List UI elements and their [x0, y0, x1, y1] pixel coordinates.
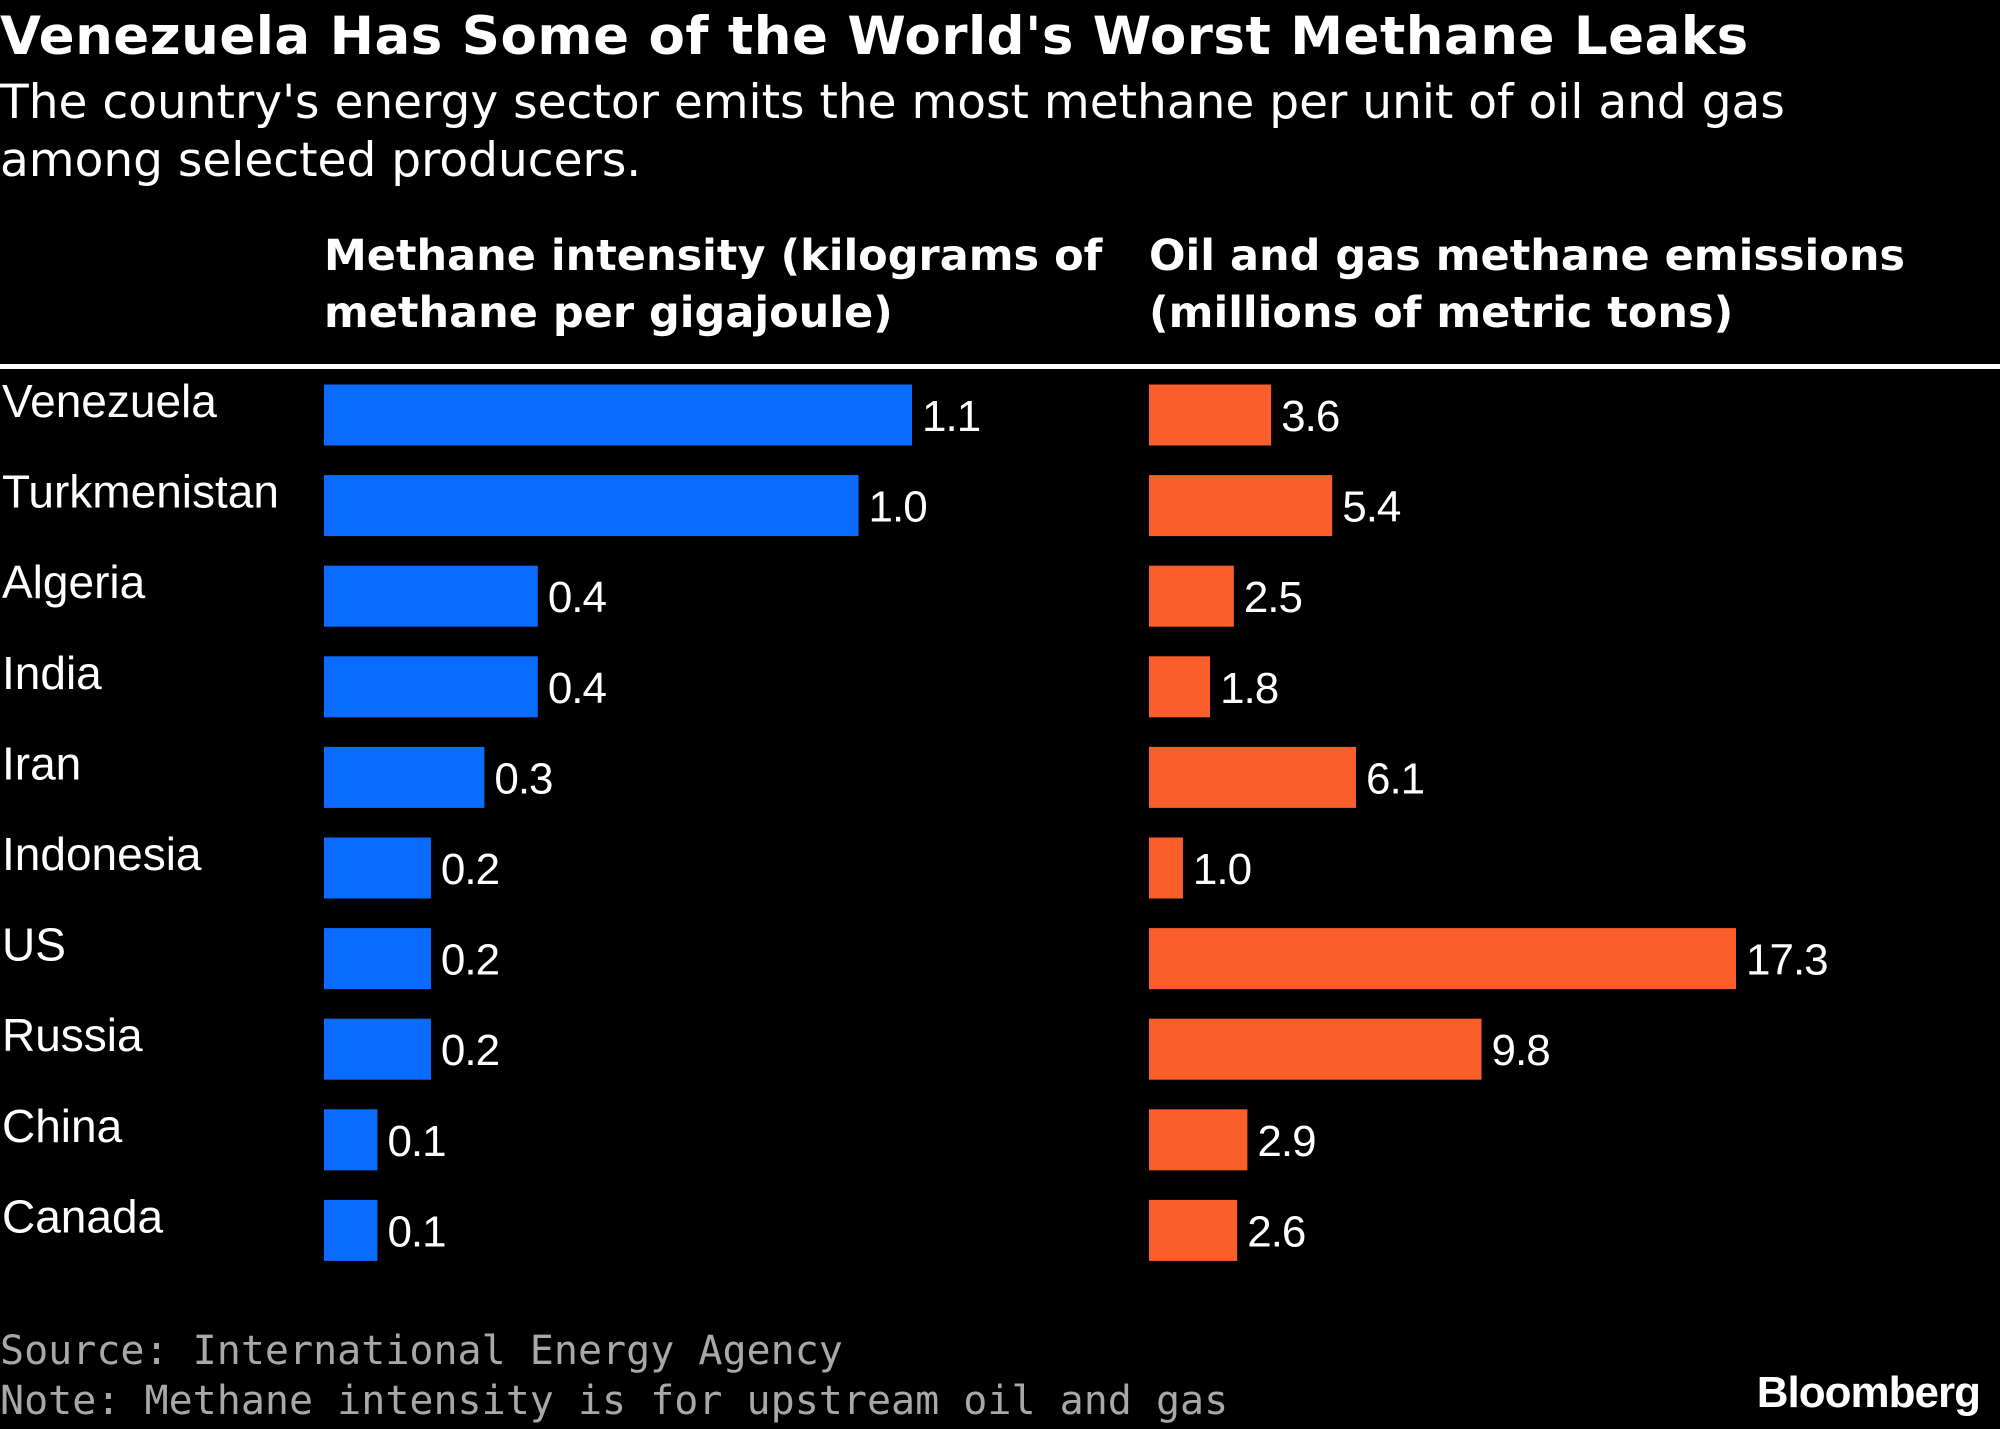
- value-label: 0.1: [387, 1117, 445, 1166]
- category-label: Venezuela: [2, 375, 217, 427]
- bar: [324, 746, 485, 808]
- value-label: 5.4: [1342, 483, 1401, 532]
- bar: [1149, 1018, 1482, 1080]
- category-label: US: [2, 919, 66, 971]
- panel-header-line: (millions of metric tons): [1149, 288, 1734, 338]
- panel-header-intensity: Methane intensity (kilograms of methane …: [324, 228, 1102, 342]
- bar: [1149, 837, 1183, 899]
- category-label: Iran: [2, 737, 81, 789]
- bar: [324, 928, 431, 990]
- category-label: China: [2, 1100, 123, 1152]
- value-label: 0.1: [387, 1207, 445, 1256]
- value-label: 6.1: [1366, 754, 1424, 803]
- value-label: 0.4: [548, 573, 607, 622]
- bar: [1149, 746, 1356, 808]
- source-note: Source: International Energy Agency: [0, 1328, 843, 1374]
- value-label: 0.3: [494, 754, 552, 803]
- chart-title: Venezuela Has Some of the World's Worst …: [0, 6, 1749, 67]
- footnote: Note: Methane intensity is for upstream …: [0, 1378, 1229, 1424]
- bar: [1149, 475, 1333, 537]
- value-label: 0.2: [441, 845, 499, 894]
- value-label: 1.1: [922, 392, 980, 441]
- bar: [324, 1199, 378, 1261]
- panel-header-line: methane per gigajoule): [324, 288, 893, 338]
- bar: [324, 565, 538, 627]
- value-label: 17.3: [1746, 936, 1828, 985]
- value-label: 0.4: [548, 664, 607, 713]
- header-separator: [0, 364, 2000, 369]
- value-label: 2.5: [1244, 573, 1302, 622]
- bar: [1149, 565, 1234, 627]
- value-label: 0.2: [441, 936, 499, 985]
- value-label: 1.8: [1220, 664, 1278, 713]
- bar: [324, 384, 912, 446]
- bar: [324, 1018, 431, 1080]
- value-label: 1.0: [869, 483, 927, 532]
- category-label: Turkmenistan: [2, 466, 279, 518]
- value-label: 2.6: [1247, 1207, 1305, 1256]
- bar: [324, 475, 859, 537]
- bar: [324, 656, 538, 718]
- category-label: Indonesia: [2, 828, 202, 880]
- value-label: 2.9: [1257, 1117, 1315, 1166]
- bar: [1149, 384, 1272, 446]
- bar: [1149, 1109, 1248, 1171]
- category-label: India: [2, 647, 102, 699]
- category-label: Algeria: [2, 556, 146, 608]
- bar: [324, 1109, 378, 1171]
- value-label: 0.2: [441, 1026, 499, 1075]
- bar: [324, 837, 431, 899]
- bar: [1149, 1199, 1238, 1261]
- value-label: 3.6: [1281, 392, 1339, 441]
- panel-header-line: Oil and gas methane emissions: [1149, 231, 1906, 281]
- chart-subtitle: The country's energy sector emits the mo…: [0, 75, 1785, 188]
- panel-header-line: Methane intensity (kilograms of: [324, 231, 1103, 281]
- category-label: Russia: [2, 1009, 143, 1061]
- value-label: 1.0: [1193, 845, 1251, 894]
- bloomberg-logo: Bloomberg: [1756, 1368, 1981, 1417]
- panel-header-emissions: Oil and gas methane emissions (millions …: [1149, 228, 1905, 342]
- bar: [1149, 928, 1736, 990]
- category-label: Canada: [2, 1190, 164, 1242]
- bar: [1149, 656, 1211, 718]
- value-label: 9.8: [1492, 1026, 1550, 1075]
